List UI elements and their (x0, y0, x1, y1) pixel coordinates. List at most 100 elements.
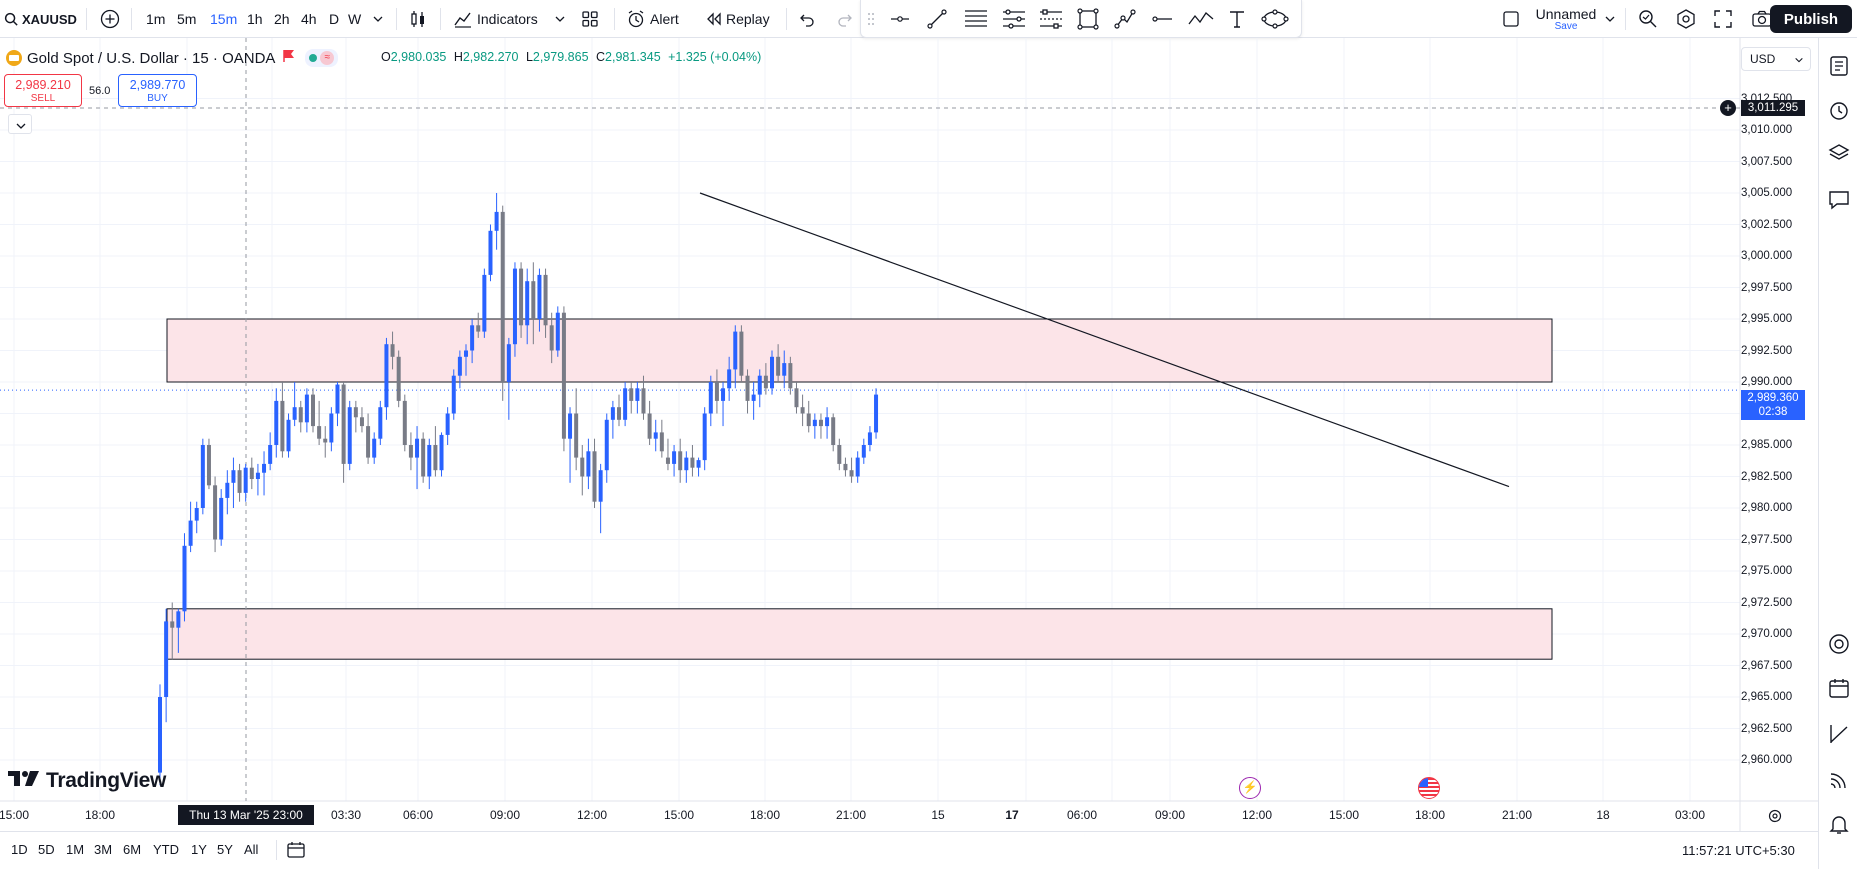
time-tick-label: 21:00 (1501, 808, 1533, 822)
indicators-dropdown[interactable] (554, 5, 566, 33)
layout-dropdown[interactable] (1604, 5, 1616, 33)
market-status-badge[interactable]: ≈ (305, 49, 339, 67)
price-tick-label: 2,967.500 (1741, 659, 1793, 672)
drag-handle[interactable] (867, 5, 875, 33)
last-price-label: 2,989.360 02:38 (1741, 390, 1805, 420)
timeframe-1h[interactable]: 1h (247, 11, 263, 27)
timeframe-w[interactable]: W (348, 11, 362, 27)
regression-tool[interactable] (1039, 5, 1063, 33)
crosshair-add-button[interactable]: + (1720, 100, 1736, 116)
price-tick-label: 3,005.000 (1741, 187, 1793, 199)
timeframe-1m[interactable]: 1m (146, 11, 166, 27)
timeframe-dropdown[interactable] (372, 5, 384, 33)
legend-collapse-button[interactable] (8, 114, 32, 134)
fib-tool[interactable] (964, 5, 988, 33)
clock-icon (1827, 102, 1851, 126)
bar-countdown: 02:38 (1758, 406, 1788, 418)
timeframe-5m[interactable]: 5m (177, 11, 197, 27)
range-1y[interactable]: 1Y (191, 842, 207, 857)
candle-body (598, 470, 603, 502)
calendar-icon (1827, 679, 1851, 704)
timeframe-d[interactable]: D (329, 11, 340, 27)
buy-button[interactable]: 2,989.770 BUY (118, 74, 197, 107)
trend-line-tool[interactable] (926, 5, 948, 33)
candle-body (457, 356, 462, 376)
pattern-tool[interactable] (1188, 5, 1214, 33)
chart-settings-button[interactable] (1767, 808, 1783, 829)
candle-body (874, 394, 879, 433)
layouts-button[interactable] (581, 5, 599, 33)
alerts-panel-button[interactable] (1827, 98, 1851, 122)
publish-button[interactable]: Publish (1770, 5, 1852, 33)
notifications-button[interactable] (1827, 812, 1851, 836)
range-1m[interactable]: 1M (66, 842, 85, 857)
path-tool[interactable] (1114, 5, 1136, 33)
ray-tool[interactable] (1151, 5, 1173, 33)
tradingview-logo[interactable]: TradingView (8, 769, 166, 793)
object-tree-button[interactable] (1827, 142, 1851, 166)
replay-label: Replay (726, 11, 770, 27)
clock-timezone[interactable]: 11:57:21 UTC+5:30 (1682, 843, 1795, 858)
time-tick-label: 06:00 (402, 808, 434, 822)
add-symbol-button[interactable] (100, 5, 120, 33)
text-tool[interactable] (1227, 5, 1247, 33)
timeframe-4h[interactable]: 4h (301, 11, 317, 27)
pencil-line-icon (1827, 725, 1851, 750)
buy-label: BUY (147, 93, 168, 104)
candle-body (592, 451, 597, 502)
chats-button[interactable] (1827, 188, 1851, 212)
replay-button[interactable]: Replay (705, 5, 770, 33)
range-ytd[interactable]: YTD (153, 842, 179, 857)
indicators-icon (453, 9, 473, 29)
flag-icon[interactable] (283, 49, 295, 67)
plus-circle-icon (100, 9, 120, 29)
us-flag-icon[interactable] (1418, 777, 1440, 799)
shape-tool[interactable] (1261, 5, 1289, 33)
redo-button[interactable] (836, 5, 854, 33)
range-3m[interactable]: 3M (94, 842, 113, 857)
watchlist-button[interactable] (1827, 54, 1851, 78)
symbol-legend: Gold Spot / U.S. Dollar · 15 · OANDA ≈ (6, 48, 339, 68)
price-tick-label: 2,977.500 (1741, 533, 1793, 546)
range-5y[interactable]: 5Y (217, 842, 233, 857)
chart-pane[interactable] (0, 38, 1818, 831)
screener-button[interactable] (1827, 632, 1851, 656)
streams-button[interactable] (1827, 768, 1851, 792)
rectangle-tool[interactable] (1077, 5, 1099, 33)
timeframe-15m[interactable]: 15m (210, 11, 238, 27)
range-6m[interactable]: 6M (123, 842, 142, 857)
symbol-title[interactable]: Gold Spot / U.S. Dollar · 15 · OANDA (27, 49, 276, 67)
alert-button[interactable]: Alert (626, 5, 679, 33)
timeframe-2h[interactable]: 2h (274, 11, 290, 27)
sell-button[interactable]: 2,989.210 SELL (4, 74, 82, 107)
quick-search-button[interactable] (1637, 5, 1659, 33)
candle-body (188, 520, 193, 546)
calendar-button[interactable] (1827, 676, 1851, 700)
chevron-down-icon (15, 119, 27, 137)
layout-name-button[interactable]: Unnamed Save (1530, 6, 1602, 32)
undo-button[interactable] (798, 5, 816, 33)
pitchfork-tool[interactable] (1002, 5, 1026, 33)
go-to-date-button[interactable] (286, 840, 306, 865)
ideas-button[interactable] (1827, 722, 1851, 746)
range-all[interactable]: All (244, 842, 259, 857)
candle-body (353, 407, 358, 418)
candle-body (433, 445, 438, 471)
layout-checkbox[interactable] (1502, 5, 1520, 33)
currency-select[interactable]: USD (1741, 47, 1811, 71)
indicators-button[interactable]: Indicators (453, 5, 538, 33)
economic-event-icon[interactable]: ⚡ (1239, 777, 1261, 799)
candle-body (555, 312, 560, 351)
candle-body (678, 451, 683, 471)
range-1d[interactable]: 1D (11, 842, 28, 857)
symbol-search[interactable]: XAUUSD (4, 5, 77, 33)
horizontal-ray-tool[interactable] (889, 5, 911, 33)
fullscreen-button[interactable] (1713, 5, 1733, 33)
candle-body (311, 394, 315, 427)
time-tick-label: 15:00 (1328, 808, 1360, 822)
settings-button[interactable] (1675, 5, 1697, 33)
range-5d[interactable]: 5D (38, 842, 55, 857)
price-chart[interactable] (0, 38, 1818, 831)
candle-body (812, 419, 817, 427)
chart-type-button[interactable] (408, 5, 428, 33)
